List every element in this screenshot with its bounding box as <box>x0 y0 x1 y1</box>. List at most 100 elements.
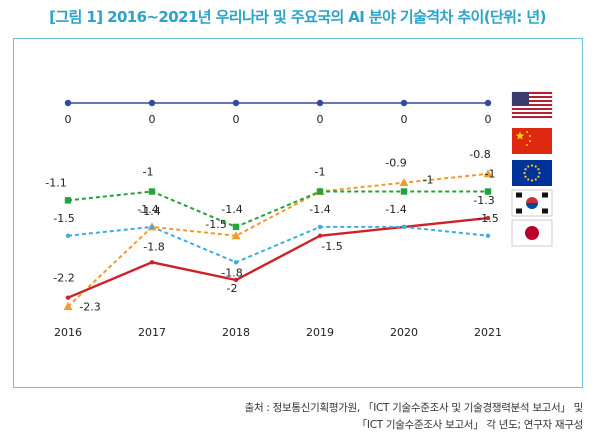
data-label-us-2016: 0 <box>65 113 72 126</box>
source-line-1: 출처 : 정보통신기획평가원, 「ICT 기술수준조사 및 기술경쟁력분석 보고… <box>244 402 584 414</box>
data-label-kr-2019: -1.5 <box>321 240 342 253</box>
data-label-cn-2018: -1.5 <box>205 218 226 231</box>
point-us-2021 <box>484 99 492 107</box>
point-us-2016 <box>64 99 72 107</box>
china-flag-small-star <box>526 131 528 133</box>
data-label-us-2017: 0 <box>149 113 156 126</box>
data-label-eu-2019: -1 <box>315 166 326 179</box>
eu-flag-star <box>534 165 537 168</box>
x-tick-2018: 2018 <box>222 326 250 339</box>
eu-flag-star <box>537 175 540 178</box>
data-label-eu-2020: -1 <box>423 174 434 187</box>
x-tick-2019: 2019 <box>306 326 334 339</box>
point-cn-2018 <box>231 231 241 240</box>
data-label-jp-2016: -1.5 <box>53 212 74 225</box>
china-flag-small-star <box>529 140 531 142</box>
point-cn-2020 <box>399 178 409 187</box>
data-label-kr-2016: -2.2 <box>53 272 74 285</box>
us-flag-stripe <box>512 100 552 102</box>
x-tick-2016: 2016 <box>54 326 82 339</box>
point-jp-2017 <box>149 224 155 230</box>
data-label-us-2019: 0 <box>317 113 324 126</box>
japan-flag-disc <box>525 226 539 240</box>
data-label-cn-2020: -0.9 <box>385 157 406 170</box>
source-line-2: 「ICT 기술수준조사 보고서」 각 년도; 연구자 재구성 <box>356 419 584 431</box>
point-cn-2016 <box>63 302 73 311</box>
point-jp-2016 <box>65 233 71 238</box>
data-label-cn-2016: -2.3 <box>79 301 100 314</box>
source-note: 출처 : 정보통신기획평가원, 「ICT 기술수준조사 및 기술경쟁력분석 보고… <box>244 400 584 434</box>
eu-flag-star <box>534 178 537 181</box>
point-kr-2021 <box>485 215 491 221</box>
point-kr-2019 <box>317 233 323 238</box>
eu-flag-star <box>524 175 527 178</box>
point-us-2020 <box>400 99 408 107</box>
series-line-cn <box>67 172 489 308</box>
point-jp-2020 <box>401 224 407 230</box>
us-flag-stripe <box>512 104 552 106</box>
us-flag-stripe <box>512 112 552 114</box>
data-label-us-2018: 0 <box>233 113 240 126</box>
data-label-eu-2016: -1.1 <box>45 176 66 189</box>
point-cn-2021 <box>483 169 493 178</box>
point-us-2018 <box>232 99 240 107</box>
point-kr-2016 <box>65 295 71 300</box>
eu-flag-star <box>527 165 530 168</box>
eu-flag-star <box>527 178 530 181</box>
eu-flag-star <box>524 168 527 171</box>
us-flag-stripe <box>512 108 552 110</box>
data-label-eu-2021: -1 <box>485 168 496 181</box>
korea-flag-trigram <box>516 192 522 198</box>
eu-flag <box>512 160 552 186</box>
x-tick-2021: 2021 <box>474 326 502 339</box>
china-flag-small-star <box>526 144 528 146</box>
data-label-jp-2019: -1.4 <box>309 203 330 216</box>
eu-flag-star <box>523 171 526 175</box>
data-label-us-2020: 0 <box>401 113 408 126</box>
point-jp-2018 <box>233 260 239 265</box>
point-us-2019 <box>316 99 324 107</box>
point-eu-2017 <box>148 188 156 195</box>
series-line-jp <box>67 225 489 264</box>
data-label-eu-2018: -1.4 <box>221 203 242 216</box>
data-label-us-2021: 0 <box>485 113 492 126</box>
point-eu-2018 <box>232 223 240 231</box>
x-tick-2020: 2020 <box>390 326 418 339</box>
china-flag-star <box>515 131 525 140</box>
data-label-cn-2017: -1.4 <box>139 205 160 218</box>
chart-frame <box>13 38 583 388</box>
series-line-kr <box>67 216 489 299</box>
korea-flag-taeguk-blue <box>526 203 538 209</box>
point-kr-2018 <box>233 277 239 283</box>
eu-flag-star <box>530 164 534 167</box>
point-kr-2017 <box>149 260 155 265</box>
data-label-kr-2021: -1.3 <box>473 194 494 207</box>
data-label-cn-2021: -0.8 <box>469 148 490 161</box>
data-label-jp-2021: -1.5 <box>477 212 498 225</box>
china-flag <box>512 128 552 154</box>
korea-flag-trigram <box>516 208 522 214</box>
us-flag-stripe <box>512 96 552 98</box>
data-label-jp-2018: -1.8 <box>221 266 242 279</box>
chart-title: [그림 1] 2016~2021년 우리나라 및 주요국의 AI 분야 기술격차… <box>49 8 546 26</box>
point-jp-2021 <box>485 233 491 238</box>
korea-flag-taeguk-red <box>526 197 538 203</box>
eu-flag-star <box>530 179 534 182</box>
data-label-jp-2017: -1.4 <box>137 203 158 216</box>
point-us-2017 <box>148 99 156 107</box>
us-flag-canton <box>512 92 529 106</box>
data-label-kr-2020: -1.4 <box>385 203 406 216</box>
eu-flag-star <box>538 171 541 175</box>
point-jp-2019 <box>317 224 323 230</box>
data-label-eu-2017: -1 <box>143 166 154 179</box>
data-label-kr-2018: -2 <box>227 282 238 295</box>
x-tick-2017: 2017 <box>138 326 166 339</box>
us-flag-stripe <box>512 116 552 118</box>
korea-flag-trigram <box>542 208 548 214</box>
series-line-eu <box>67 190 488 228</box>
eu-flag-star <box>537 168 540 171</box>
korea-flag-trigram <box>542 192 548 198</box>
point-eu-2019 <box>316 188 324 195</box>
point-eu-2021 <box>484 188 492 195</box>
